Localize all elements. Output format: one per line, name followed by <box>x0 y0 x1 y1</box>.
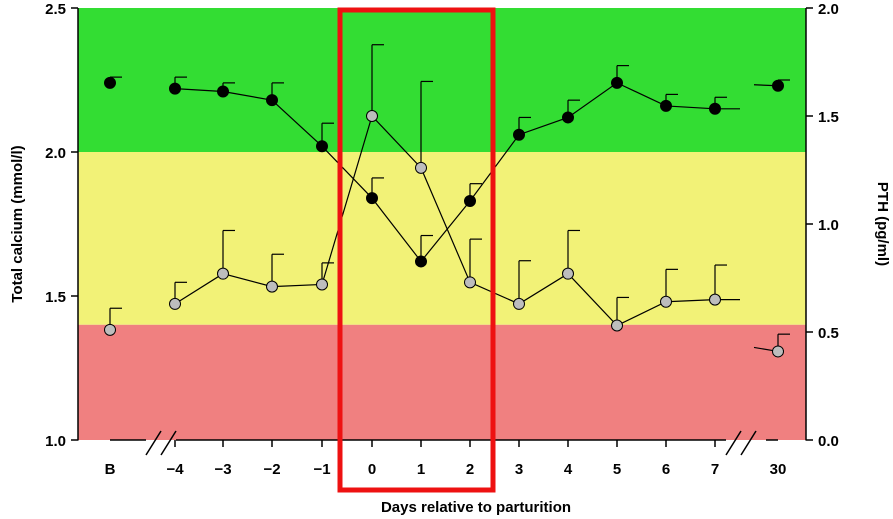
series-1-point <box>217 85 229 98</box>
band-red <box>78 324 806 440</box>
series-2-point <box>772 345 784 358</box>
series-1-point <box>366 192 378 205</box>
x-tick-label: −1 <box>313 461 330 478</box>
range-bands <box>78 8 806 440</box>
highlight-box-group <box>337 7 496 493</box>
axis-break-mark <box>145 430 162 456</box>
series-1-point <box>772 79 784 92</box>
y-axis-left-title: Total calcium (mmol/l) <box>9 145 26 302</box>
y-left-tick-label: 2.0 <box>45 145 66 162</box>
y-left-tick-label: 1.5 <box>45 289 66 306</box>
x-tick-label: 5 <box>613 461 621 478</box>
series-2-point <box>611 319 623 332</box>
x-tick-label: B <box>105 461 116 478</box>
series-1-point <box>464 194 476 207</box>
x-tick-label: −4 <box>166 461 184 478</box>
series-2-point <box>464 276 476 289</box>
x-tick-label: −3 <box>214 461 231 478</box>
series-1-point <box>709 102 721 115</box>
series-1-point <box>104 76 116 89</box>
y-left-tick-label: 2.5 <box>45 1 66 18</box>
x-tick-label: 1 <box>417 461 425 478</box>
x-tick-label: 4 <box>564 461 573 478</box>
x-axis-title: Days relative to parturition <box>381 499 571 516</box>
series-2-point <box>562 267 574 280</box>
series-2-point <box>660 295 672 308</box>
x-tick-label: −2 <box>263 461 280 478</box>
highlight-box <box>337 7 496 493</box>
y-right-tick-label: 0.0 <box>818 433 839 450</box>
series-2-point <box>217 267 229 280</box>
axis-break-mark <box>725 430 742 456</box>
x-tick-label: 30 <box>770 461 787 478</box>
series-1-point <box>316 140 328 153</box>
y-right-tick-label: 0.5 <box>818 325 839 342</box>
series-1-point <box>513 128 525 141</box>
series-2-point <box>366 110 378 122</box>
series-1-point <box>660 99 672 112</box>
series-1-point <box>169 82 181 95</box>
series-2-point <box>104 323 116 336</box>
series-1-point <box>266 94 278 107</box>
x-tick-label: 0 <box>368 461 376 478</box>
axis-break-mark <box>740 430 757 456</box>
y-right-tick-label: 1.0 <box>818 217 839 234</box>
series-1-point <box>415 255 427 268</box>
band-green <box>78 8 806 152</box>
series-2-point <box>513 297 525 310</box>
y-right-tick-label: 1.5 <box>818 109 839 126</box>
y-left-tick-label: 1.0 <box>45 433 66 450</box>
y-axis-right-title: PTH (pg/ml) <box>874 182 891 266</box>
x-tick-label: 7 <box>711 461 719 478</box>
x-tick-label: 6 <box>662 461 670 478</box>
axes: 1.0 1.5 2.0 2.5 0.0 0.5 1.0 1.5 2.0 B −4 −3 −2 −1 0 1 2 3… <box>45 1 839 478</box>
x-tick-label: 2 <box>466 461 474 478</box>
axis-break-mark <box>160 430 177 456</box>
y-right-tick-label: 2.0 <box>818 1 839 18</box>
series-1-point <box>562 111 574 124</box>
x-tick-label: 3 <box>515 461 523 478</box>
series-2-point <box>709 293 721 306</box>
data-points <box>104 76 784 358</box>
series-2-point <box>266 280 278 293</box>
band-yellow <box>78 152 806 325</box>
series-2-point <box>316 278 328 291</box>
series-1-point <box>611 76 623 89</box>
series-2-point <box>169 297 181 310</box>
series-2-point <box>415 161 427 174</box>
